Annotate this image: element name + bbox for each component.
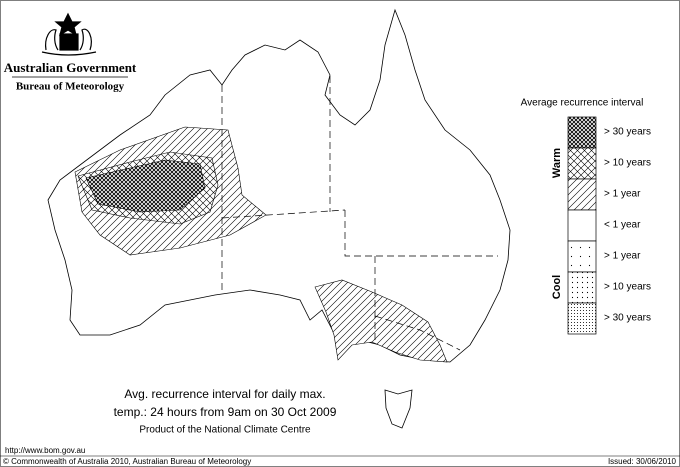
state-borders bbox=[221, 76, 498, 351]
header-title: Australian Government bbox=[4, 60, 137, 75]
caption-line: temp.: 24 hours from 9am on 30 Oct 2009 bbox=[114, 405, 337, 419]
footer-copyright: © Commonwealth of Australia 2010, Austra… bbox=[3, 457, 251, 466]
legend-swatch bbox=[567, 271, 597, 304]
legend-swatch bbox=[567, 147, 597, 180]
legend-label: > 1 year bbox=[604, 251, 641, 262]
legend-title: Average recurrence interval bbox=[521, 98, 644, 109]
legend-label: > 30 years bbox=[604, 313, 651, 324]
caption-credit: Product of the National Climate Centre bbox=[139, 425, 311, 436]
footer-url[interactable]: http://www.bom.gov.au bbox=[5, 446, 85, 455]
warm-30-year-west bbox=[85, 159, 206, 213]
legend-swatch bbox=[567, 209, 597, 242]
australia-map bbox=[47, 8, 511, 429]
legend-label: > 10 years bbox=[604, 158, 651, 169]
legend-swatch bbox=[567, 178, 597, 211]
legend-label: > 30 years bbox=[604, 127, 651, 138]
legend-group: Warm bbox=[551, 148, 563, 178]
caption-line: Avg. recurrence interval for daily max. bbox=[124, 387, 325, 401]
warm-1-year-southeast bbox=[314, 279, 448, 363]
legend-swatch bbox=[567, 302, 597, 335]
legend-label: < 1 year bbox=[604, 220, 641, 231]
legend-swatch bbox=[567, 240, 597, 273]
crest bbox=[41, 12, 97, 56]
legend-swatch bbox=[567, 116, 597, 149]
legend-label: > 1 year bbox=[604, 189, 641, 200]
legend-label: > 10 years bbox=[604, 282, 651, 293]
mainland bbox=[47, 8, 511, 363]
legend-group: Cool bbox=[551, 275, 563, 299]
legend-boxes bbox=[567, 116, 597, 335]
header-subtitle: Bureau of Meteorology bbox=[16, 81, 125, 93]
footer-issued: Issued: 30/06/2010 bbox=[608, 457, 677, 466]
tasmania bbox=[384, 389, 413, 429]
